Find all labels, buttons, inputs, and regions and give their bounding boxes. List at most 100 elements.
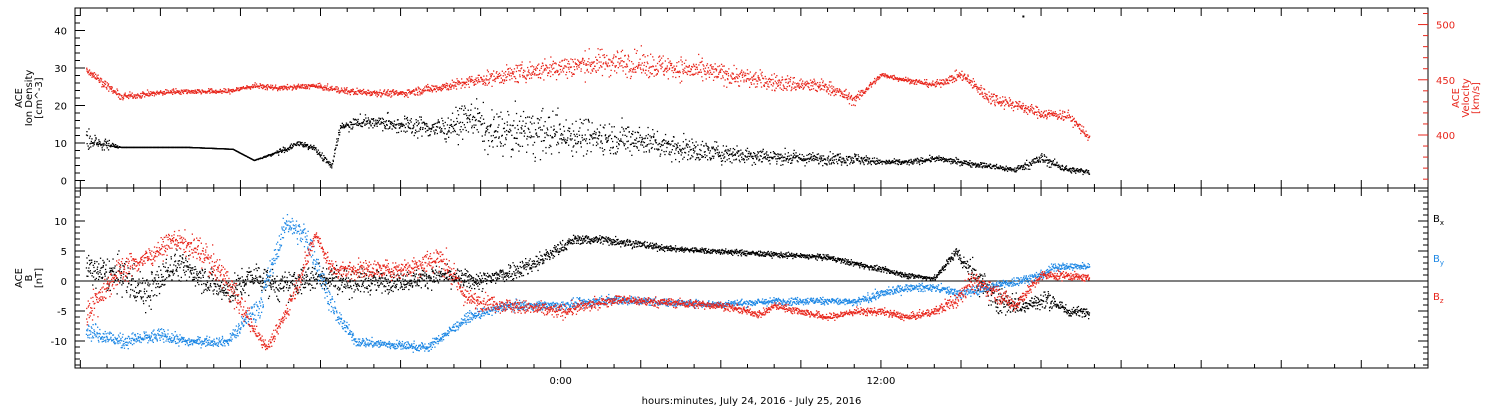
data-point bbox=[516, 143, 517, 144]
data-point bbox=[419, 91, 420, 92]
data-point bbox=[375, 120, 376, 121]
data-point bbox=[757, 83, 758, 84]
data-point bbox=[803, 158, 804, 159]
data-point bbox=[95, 140, 96, 141]
data-point bbox=[457, 121, 458, 122]
data-point bbox=[740, 155, 741, 156]
data-point bbox=[369, 93, 370, 94]
data-point bbox=[362, 126, 363, 127]
data-point bbox=[747, 156, 748, 157]
data-point bbox=[846, 95, 847, 96]
data-point bbox=[442, 131, 443, 132]
data-point bbox=[141, 96, 142, 97]
data-point bbox=[532, 65, 533, 66]
data-point bbox=[1049, 167, 1050, 168]
data-point bbox=[691, 69, 692, 70]
data-point bbox=[106, 87, 107, 88]
data-point bbox=[577, 68, 578, 69]
data-point bbox=[337, 89, 338, 90]
data-point bbox=[858, 91, 859, 92]
data-point bbox=[882, 163, 883, 164]
data-point bbox=[682, 158, 683, 159]
data-point bbox=[634, 69, 635, 70]
data-point bbox=[544, 137, 545, 138]
data-point bbox=[555, 114, 556, 115]
data-point bbox=[417, 137, 418, 138]
data-point bbox=[450, 83, 451, 84]
data-point bbox=[746, 159, 747, 160]
data-point bbox=[852, 162, 853, 163]
data-point bbox=[500, 112, 501, 113]
data-point bbox=[507, 111, 508, 112]
data-point bbox=[654, 76, 655, 77]
y-tick-label: 10 bbox=[54, 139, 67, 150]
data-point bbox=[943, 161, 944, 162]
data-point bbox=[104, 140, 105, 141]
data-point bbox=[87, 143, 88, 144]
data-point bbox=[631, 155, 632, 156]
data-point bbox=[493, 70, 494, 71]
data-point bbox=[861, 90, 862, 91]
data-point bbox=[628, 71, 629, 72]
data-point bbox=[487, 70, 488, 71]
data-point bbox=[925, 161, 926, 162]
data-point bbox=[487, 79, 488, 80]
data-point bbox=[658, 71, 659, 72]
data-point bbox=[536, 132, 537, 133]
data-point bbox=[790, 158, 791, 159]
series-0-1 bbox=[86, 45, 1090, 141]
data-point bbox=[665, 60, 666, 61]
data-point bbox=[609, 76, 610, 77]
data-point bbox=[358, 125, 359, 126]
data-point bbox=[781, 89, 782, 90]
data-point bbox=[1049, 159, 1050, 160]
data-point bbox=[823, 89, 824, 90]
data-point bbox=[642, 145, 643, 146]
data-point bbox=[461, 108, 462, 109]
data-point bbox=[781, 160, 782, 161]
data-point bbox=[497, 78, 498, 79]
data-point bbox=[600, 147, 601, 148]
data-point bbox=[541, 73, 542, 74]
data-point bbox=[759, 159, 760, 160]
data-point bbox=[250, 89, 251, 90]
data-point bbox=[501, 82, 502, 83]
data-point bbox=[539, 136, 540, 137]
data-point bbox=[598, 70, 599, 71]
data-point bbox=[609, 123, 610, 124]
data-point bbox=[936, 160, 937, 161]
data-point bbox=[1023, 165, 1024, 166]
data-point bbox=[491, 109, 492, 110]
data-point bbox=[466, 115, 467, 116]
data-point bbox=[107, 147, 108, 148]
data-point bbox=[652, 56, 653, 57]
data-point bbox=[371, 95, 372, 96]
data-point bbox=[791, 87, 792, 88]
data-point bbox=[572, 156, 573, 157]
data-point bbox=[345, 90, 346, 91]
data-point bbox=[573, 61, 574, 62]
data-point bbox=[855, 100, 856, 101]
data-point bbox=[452, 80, 453, 81]
data-point bbox=[363, 121, 364, 122]
data-point bbox=[211, 92, 212, 93]
data-point bbox=[518, 65, 519, 66]
data-point bbox=[502, 79, 503, 80]
data-point bbox=[1083, 170, 1084, 171]
data-point bbox=[793, 157, 794, 158]
data-point bbox=[709, 73, 710, 74]
data-point bbox=[132, 93, 133, 94]
data-point bbox=[607, 65, 608, 66]
data-point bbox=[434, 133, 435, 134]
data-point bbox=[263, 87, 264, 88]
data-point bbox=[809, 83, 810, 84]
data-point bbox=[857, 158, 858, 159]
data-point bbox=[782, 77, 783, 78]
data-point bbox=[280, 89, 281, 90]
data-point bbox=[703, 65, 704, 66]
data-point bbox=[292, 145, 293, 146]
data-point bbox=[630, 78, 631, 79]
data-point bbox=[357, 94, 358, 95]
data-point bbox=[103, 82, 104, 83]
data-point bbox=[648, 143, 649, 144]
